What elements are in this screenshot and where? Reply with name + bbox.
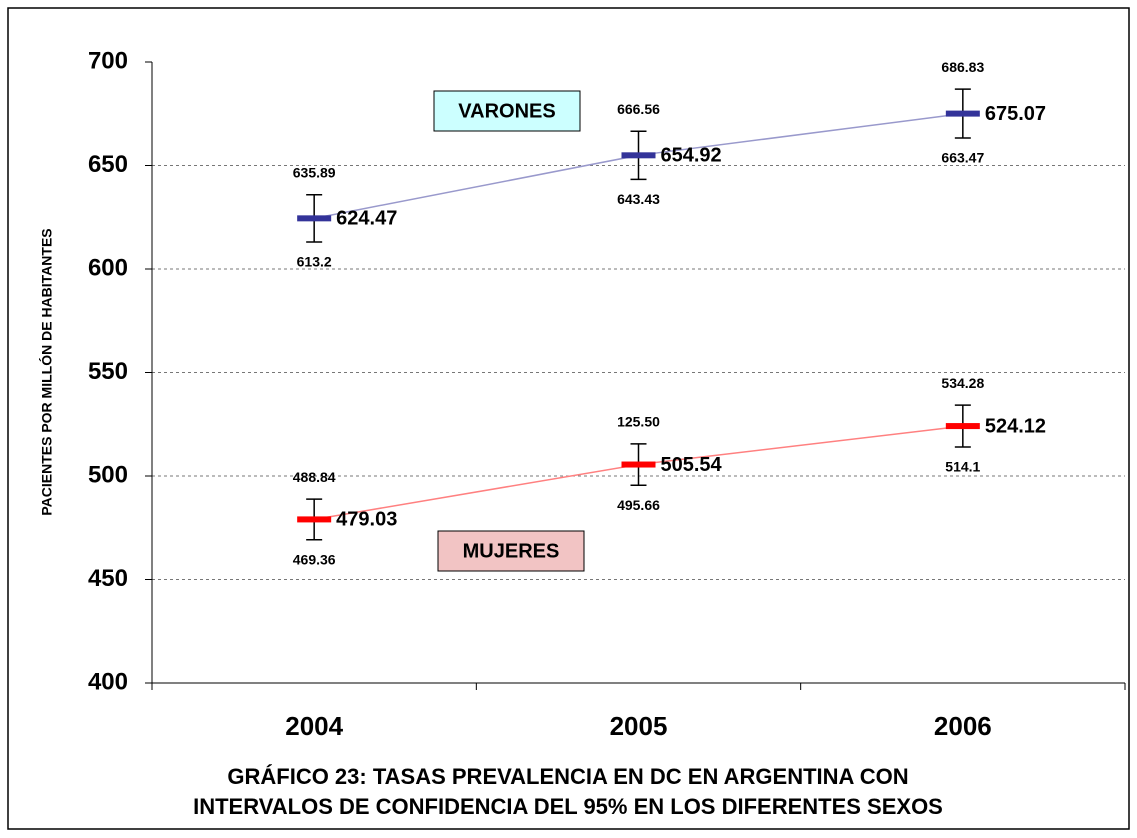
marker: [621, 152, 656, 159]
chart-title: GRÁFICO 23: TASAS PREVALENCIA EN DC EN A…: [227, 764, 908, 789]
lower-label: 643.43: [617, 191, 660, 207]
frame: [7, 7, 1130, 830]
lower-label: 613.2: [297, 254, 332, 270]
y-tick-label: 400: [88, 668, 128, 695]
y-tick-label: 650: [88, 151, 128, 178]
legend-label: MUJERES: [463, 540, 560, 562]
y-tick-label: 450: [88, 565, 128, 592]
upper-label: 534.28: [941, 375, 984, 391]
y-tick-label: 500: [88, 461, 128, 488]
upper-label: 125.50: [617, 414, 660, 430]
x-tick-label: 2005: [610, 711, 668, 741]
lower-label: 663.47: [941, 150, 984, 166]
marker: [621, 461, 656, 468]
upper-label: 686.83: [941, 59, 984, 75]
lower-label: 469.36: [293, 551, 336, 567]
data-label: 654.92: [661, 145, 722, 167]
y-tick-label: 550: [88, 358, 128, 385]
marker: [297, 516, 332, 523]
data-label: 675.07: [985, 103, 1046, 125]
y-axis-label: PACIENTES POR MILLÓN DE HABITANTES: [38, 228, 55, 515]
chart-title: INTERVALOS DE CONFIDENCIA DEL 95% EN LOS…: [193, 794, 943, 819]
lower-label: 495.66: [617, 497, 660, 513]
x-tick-label: 2006: [934, 711, 992, 741]
marker: [945, 110, 980, 117]
marker: [945, 423, 980, 430]
upper-label: 488.84: [293, 469, 336, 485]
data-label: 624.47: [336, 208, 397, 230]
x-tick-label: 2004: [285, 711, 343, 741]
upper-label: 666.56: [617, 101, 660, 117]
y-tick-label: 600: [88, 254, 128, 281]
data-label: 524.12: [985, 415, 1046, 437]
series-label-box: [437, 530, 585, 572]
y-tick-label: 700: [88, 47, 128, 74]
legend-label: VARONES: [458, 100, 555, 122]
series-label-box: [433, 90, 581, 132]
upper-label: 635.89: [293, 164, 336, 180]
data-label: 479.03: [336, 509, 397, 531]
marker: [297, 215, 332, 222]
data-label: 505.54: [661, 454, 723, 476]
lower-label: 514.1: [945, 459, 980, 475]
